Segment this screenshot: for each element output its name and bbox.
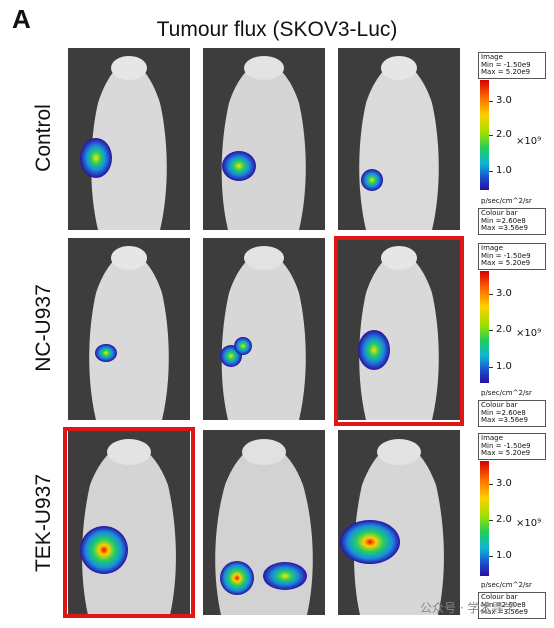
row-label-tek-u937: TEK-U937 — [32, 473, 56, 573]
watermark: 公众号 · 学术导学 — [420, 601, 516, 615]
colour-bar-tek-u937 — [480, 461, 489, 576]
colour-bar-nc-u937 — [480, 271, 489, 383]
highlight-box-tek-u937-1 — [63, 427, 195, 618]
colour-bar-control — [480, 80, 489, 190]
tick-control-1: 1.0 — [496, 165, 512, 176]
tick-nc-u937-3: 3.0 — [496, 288, 512, 299]
colour-bar-info-tek-u937: Colour bar Min =2.60e8 Max =3.56e9 — [478, 592, 546, 619]
mouse-image-tek-u937-3 — [338, 430, 460, 615]
mouse-image-control-2 — [203, 48, 325, 230]
tick-control-2: 2.0 — [496, 129, 512, 140]
scale-info-control: Image Min = -1.50e9 Max = 5.20e9 — [478, 52, 546, 79]
tick-nc-u937-2: 2.0 — [496, 324, 512, 335]
unit-tek-u937: p/sec/cm^2/sr — [481, 581, 532, 589]
tick-tek-u937-3: 3.0 — [496, 478, 512, 489]
multiplier-tek-u937: ×10⁹ — [516, 518, 542, 529]
mouse-image-nc-u937-3 — [338, 238, 460, 420]
figure-title: Tumour flux (SKOV3-Luc) — [156, 18, 398, 41]
row-label-nc-u937: NC-U937 — [32, 284, 55, 372]
highlight-box-nc-u937-3 — [334, 236, 464, 426]
scale-info-tek-u937: Image Min = -1.50e9 Max = 5.20e9 — [478, 433, 546, 460]
mouse-image-tek-u937-1 — [68, 430, 190, 615]
tick-tek-u937-1: 1.0 — [496, 550, 512, 561]
multiplier-nc-u937: ×10⁹ — [516, 328, 542, 339]
multiplier-control: ×10⁹ — [516, 136, 542, 147]
tick-control-3: 3.0 — [496, 95, 512, 106]
row-label-control: Control — [32, 104, 56, 172]
mouse-image-nc-u937-1 — [68, 238, 190, 420]
tick-tek-u937-2: 2.0 — [496, 514, 512, 525]
unit-control: p/sec/cm^2/sr — [481, 197, 532, 205]
tick-nc-u937-1: 1.0 — [496, 361, 512, 372]
scale-info-nc-u937: Image Min = -1.50e9 Max = 5.20e9 — [478, 243, 546, 270]
panel-letter: A — [12, 4, 31, 34]
mouse-image-control-1 — [68, 48, 190, 230]
mouse-image-control-3 — [338, 48, 460, 230]
mouse-image-nc-u937-2 — [203, 238, 325, 420]
mouse-image-tek-u937-2 — [203, 430, 325, 615]
colour-bar-info-nc-u937: Colour bar Min =2.60e8 Max =3.56e9 — [478, 400, 546, 427]
unit-nc-u937: p/sec/cm^2/sr — [481, 389, 532, 397]
colour-bar-info-control: Colour bar Min =2.60e8 Max =3.56e9 — [478, 208, 546, 235]
